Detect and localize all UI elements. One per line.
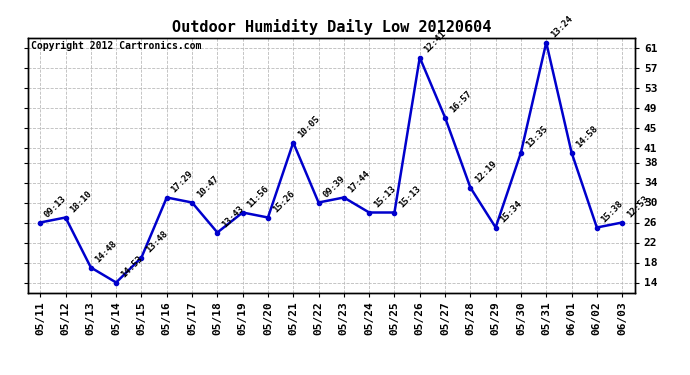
Text: 15:38: 15:38 <box>600 200 625 225</box>
Text: 12:41: 12:41 <box>422 29 448 55</box>
Text: 11:56: 11:56 <box>246 184 270 210</box>
Text: 14:48: 14:48 <box>94 239 119 265</box>
Text: 13:48: 13:48 <box>144 230 170 255</box>
Text: Copyright 2012 Cartronics.com: Copyright 2012 Cartronics.com <box>30 41 201 51</box>
Text: 09:39: 09:39 <box>322 174 346 200</box>
Text: 12:19: 12:19 <box>473 159 498 185</box>
Text: 15:13: 15:13 <box>372 184 397 210</box>
Text: 10:47: 10:47 <box>195 174 220 200</box>
Text: 15:26: 15:26 <box>270 189 296 215</box>
Text: 17:44: 17:44 <box>346 170 372 195</box>
Text: 13:24: 13:24 <box>549 14 574 40</box>
Text: 17:29: 17:29 <box>170 170 195 195</box>
Text: 12:53: 12:53 <box>625 194 650 220</box>
Text: 14:58: 14:58 <box>574 124 600 150</box>
Text: 14:53: 14:53 <box>119 254 144 280</box>
Text: 18:10: 18:10 <box>68 189 94 215</box>
Text: 13:35: 13:35 <box>524 124 549 150</box>
Text: 13:43: 13:43 <box>220 204 246 230</box>
Text: 15:13: 15:13 <box>397 184 422 210</box>
Title: Outdoor Humidity Daily Low 20120604: Outdoor Humidity Daily Low 20120604 <box>172 19 491 35</box>
Text: 15:34: 15:34 <box>498 200 524 225</box>
Text: 16:57: 16:57 <box>448 89 473 115</box>
Text: 09:13: 09:13 <box>43 194 68 220</box>
Text: 10:05: 10:05 <box>296 114 322 140</box>
